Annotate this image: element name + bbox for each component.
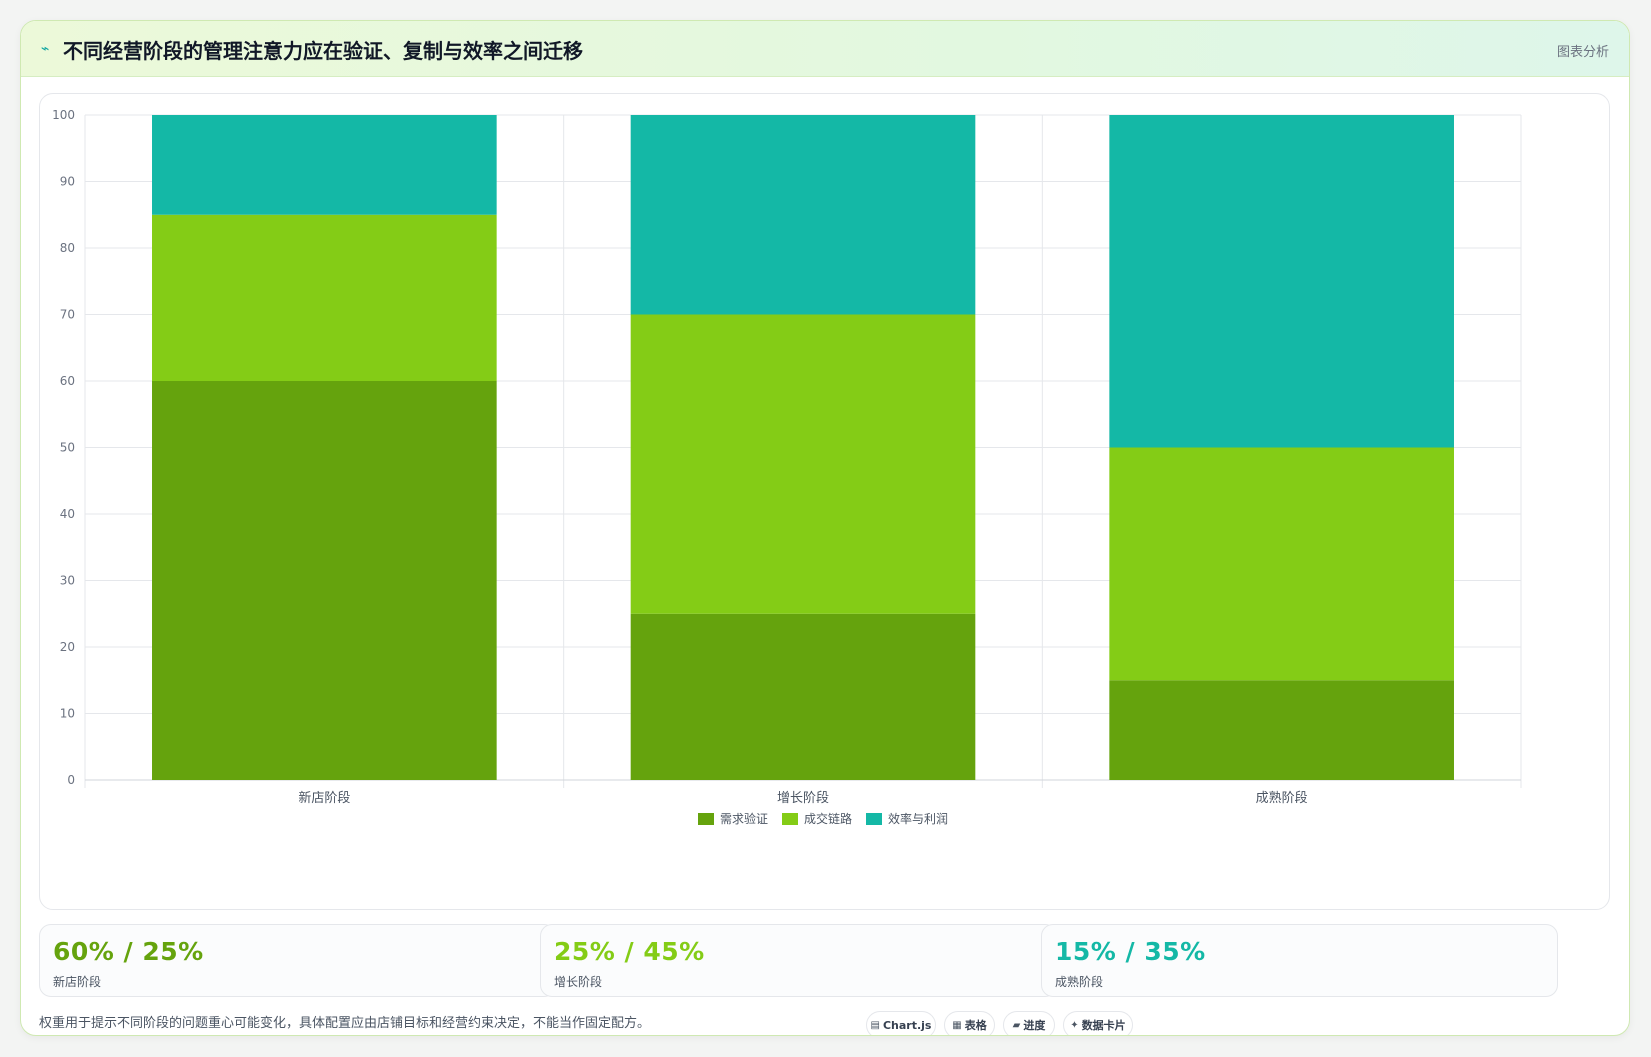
y-tick-label: 10: [60, 707, 75, 721]
bar-segment: [152, 381, 497, 780]
trend-icon: ⌁: [41, 41, 50, 57]
bar-segment: [1109, 680, 1454, 780]
y-tick-label: 0: [67, 773, 75, 787]
bar-segment: [630, 115, 976, 315]
stat-label: 新店阶段: [53, 975, 102, 989]
stat-card-growth: 25% / 45% 增长阶段: [540, 924, 1057, 997]
legend-label: 需求验证: [720, 811, 768, 826]
y-tick-label: 20: [60, 640, 75, 654]
y-tick-label: 60: [60, 374, 75, 388]
card-header: ⌁ 不同经营阶段的管理注意力应在验证、复制与效率之间迁移 图表分析: [21, 21, 1629, 77]
y-tick-label: 90: [60, 175, 75, 189]
table-icon: ▦: [952, 1019, 962, 1031]
card-title: 不同经营阶段的管理注意力应在验证、复制与效率之间迁移: [63, 39, 583, 63]
bar-segment: [152, 115, 497, 215]
stat-label: 成熟阶段: [1055, 975, 1104, 989]
stat-label: 增长阶段: [554, 975, 603, 989]
stat-card-new: 60% / 25% 新店阶段: [39, 924, 556, 997]
chip-data-card[interactable]: ✦ 数据卡片: [1063, 1011, 1133, 1035]
stat-value: 60% / 25%: [53, 937, 204, 966]
bar-segment: [630, 613, 976, 780]
chip-label: 数据卡片: [1081, 1019, 1126, 1032]
y-tick-label: 80: [60, 241, 75, 255]
chip-table[interactable]: ▦ 表格: [944, 1011, 995, 1035]
legend-label: 成交链路: [804, 811, 852, 826]
legend-label: 效率与利润: [888, 811, 948, 826]
stat-card-mature: 15% / 35% 成熟阶段: [1041, 924, 1558, 997]
chip-progress[interactable]: ▰ 进度: [1003, 1011, 1055, 1035]
x-tick-label: 新店阶段: [298, 790, 350, 806]
chip-label: 进度: [1023, 1019, 1046, 1032]
y-tick-label: 40: [60, 507, 75, 521]
chart-card: ⌁ 不同经营阶段的管理注意力应在验证、复制与效率之间迁移 图表分析 0 10 20 3…: [20, 20, 1630, 1036]
sparkle-icon: ✦: [1070, 1019, 1079, 1031]
stat-value: 15% / 35%: [1055, 937, 1206, 966]
y-tick-label: 70: [60, 308, 75, 322]
x-tick-label: 成熟阶段: [1256, 790, 1308, 806]
progress-icon: ▰: [1012, 1019, 1021, 1031]
y-tick-label: 30: [60, 574, 75, 588]
chip-label: 表格: [964, 1019, 987, 1032]
bar-segment: [1109, 447, 1454, 681]
chip-chartjs[interactable]: ▤ Chart.js: [866, 1011, 936, 1035]
bar-segment: [152, 214, 497, 381]
header-tag: 图表分析: [1556, 45, 1609, 60]
x-tick-label: 增长阶段: [777, 791, 829, 806]
y-tick-label: 100: [52, 108, 75, 122]
legend-swatch: [782, 813, 798, 825]
legend-swatch: [866, 813, 882, 825]
footnote: 权重用于提示不同阶段的问题重心可能变化，具体配置应由店铺目标和经营约束决定，不能…: [39, 1016, 651, 1031]
chart-container: 0 10 20 30 40 50 60 70 80 90 100 新店阶段 增长阶段 成熟阶段需求验证 成交…: [39, 93, 1610, 910]
bar-segment: [1109, 115, 1454, 448]
stat-value: 25% / 45%: [554, 937, 705, 966]
legend-swatch: [698, 813, 714, 825]
chip-label: Chart.js: [882, 1018, 932, 1032]
chart-icon: ▤: [870, 1019, 880, 1031]
bar-segment: [630, 314, 976, 614]
y-tick-label: 50: [60, 441, 75, 455]
